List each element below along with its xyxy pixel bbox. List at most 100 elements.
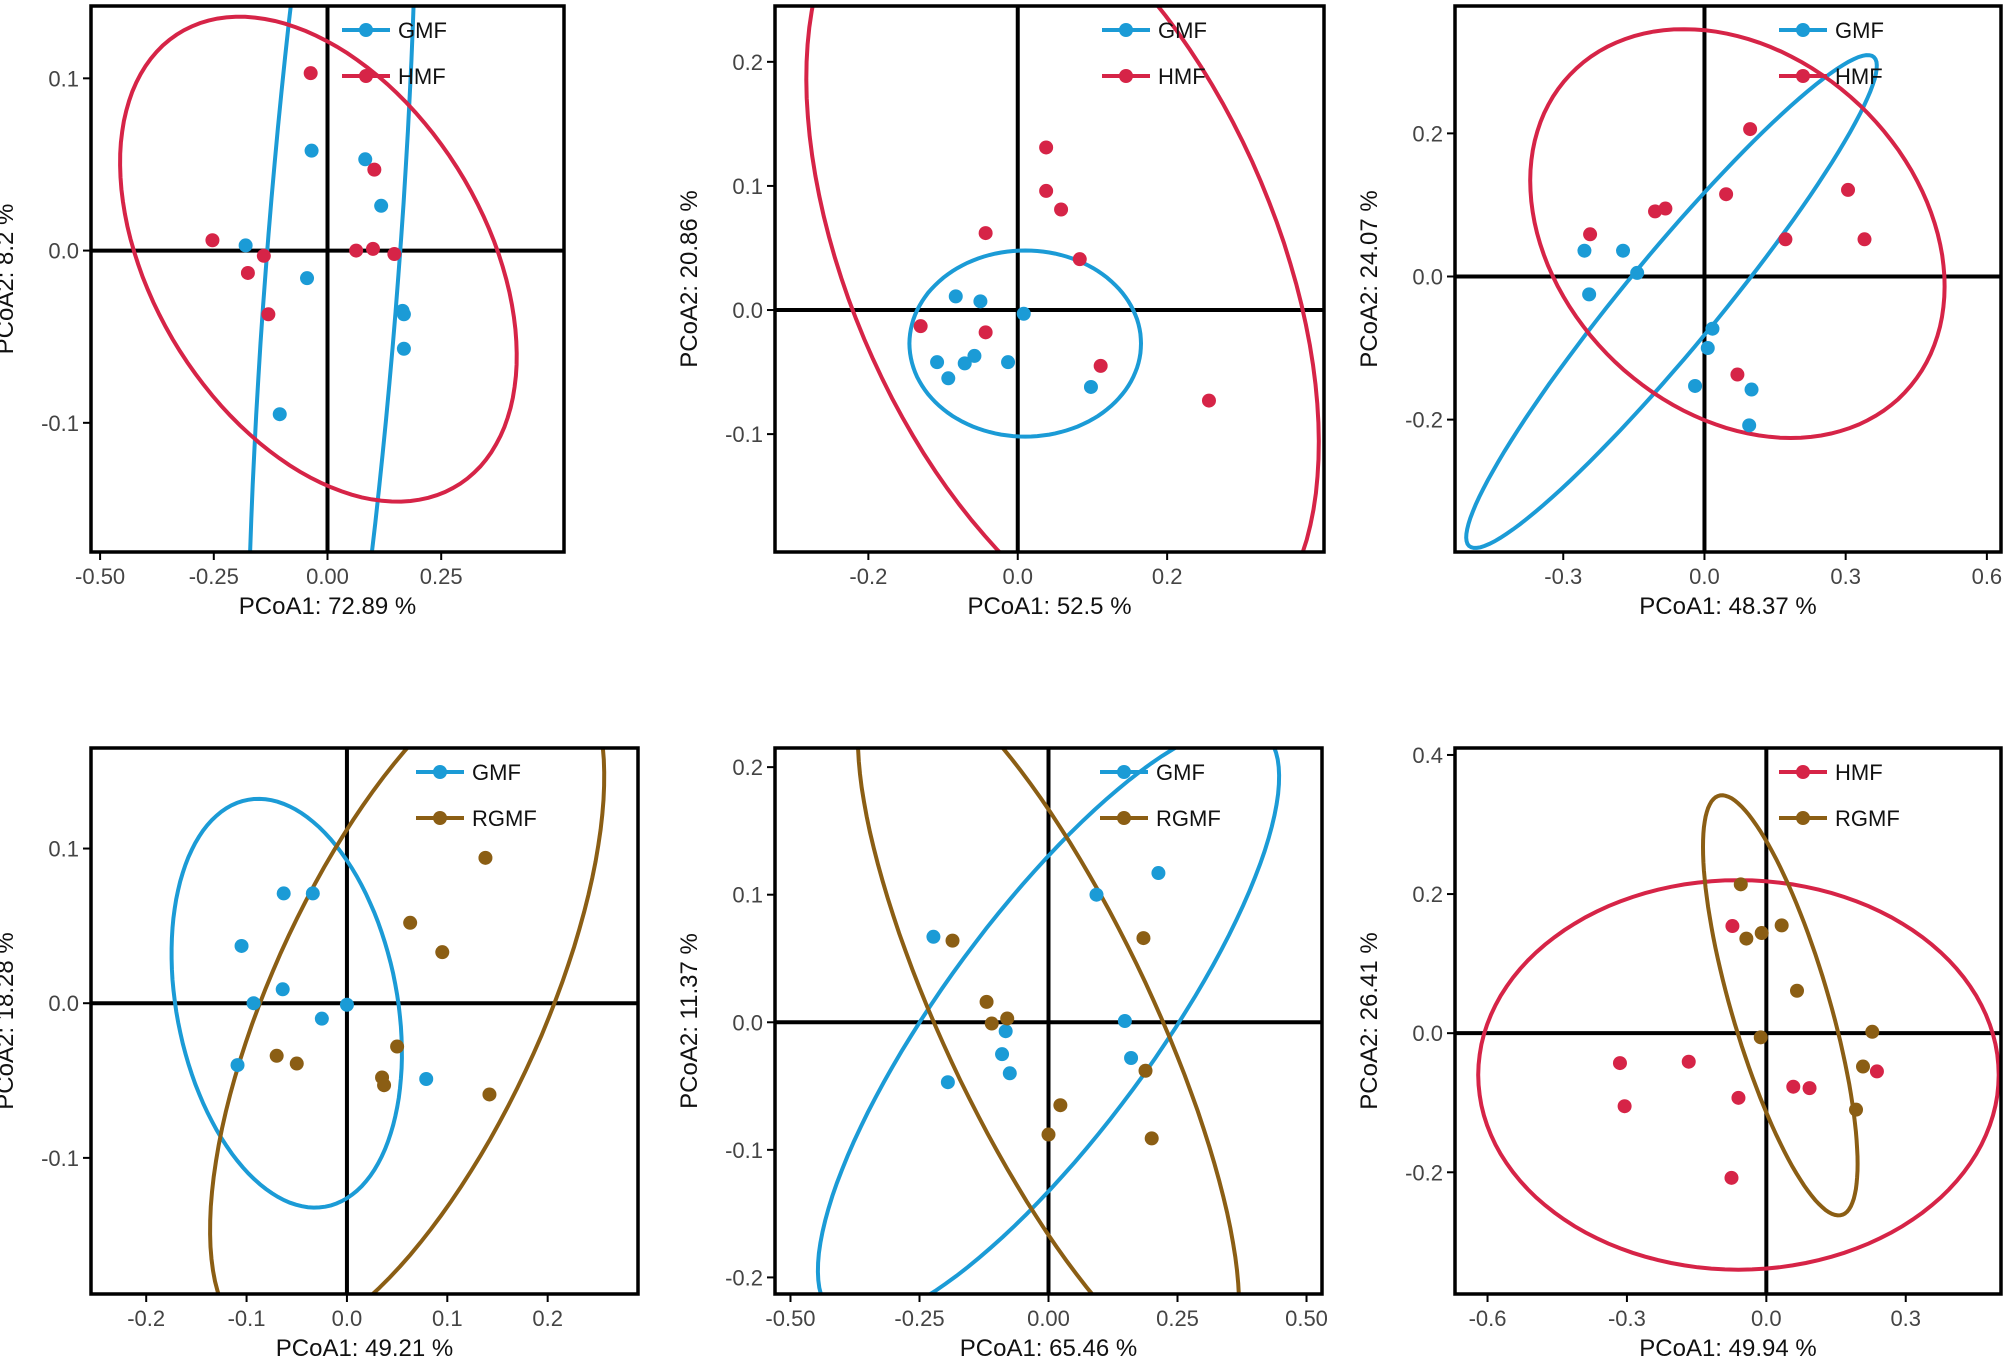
ellipse-rgmf [208,748,607,1294]
point-gmf [1630,265,1645,280]
point-rgmf [390,1039,405,1054]
x-axis-label: PCoA1: 65.46 % [960,1335,1137,1362]
y-tick-label: 0.1 [48,66,79,91]
plot-area [1455,748,2001,1294]
plot-area [91,6,564,552]
point-gmf [1688,378,1703,393]
x-tick-label: 0.6 [1972,564,2003,589]
x-tick-label: 0.00 [1027,1306,1070,1331]
plot-frame [1453,746,2003,1296]
point-gmf [1616,243,1631,258]
legend-label-gmf: GMF [398,18,447,43]
point-rgmf [945,933,960,948]
y-tick-label: 0.0 [1412,1021,1443,1046]
y-tick-label: -0.2 [1405,408,1443,433]
point-gmf [314,1011,329,1026]
point-rgmf [1855,1059,1870,1074]
point-rgmf [1144,1131,1159,1146]
point-rgmf [478,850,493,865]
point-hmf [1743,122,1758,137]
point-gmf [396,341,411,356]
x-tick-label: -0.25 [894,1306,944,1331]
x-tick-label: -0.50 [765,1306,815,1331]
x-tick-label: -0.3 [1544,564,1582,589]
point-hmf [349,243,364,258]
point-gmf [1151,866,1166,881]
point-rgmf [979,994,994,1009]
point-hmf [367,162,382,177]
point-rgmf [403,915,418,930]
y-tick-label: 0.1 [732,174,763,199]
point-rgmf [482,1087,497,1102]
point-rgmf [1754,926,1769,941]
ellipse-hmf [804,6,1321,552]
ellipse-gmf [248,6,416,552]
x-axis-label: PCoA1: 72.89 % [239,593,416,620]
point-hmf [1583,227,1598,242]
point-hmf [1039,140,1054,155]
point-hmf [240,265,255,280]
y-axis-label: PCoA2: 24.07 % [1356,190,1383,367]
legend-marker-hmf [1119,69,1133,83]
point-gmf [941,371,956,386]
point-gmf [995,1047,1010,1062]
legend-marker-gmf [1117,765,1131,779]
x-tick-label: 0.25 [420,564,463,589]
point-gmf [304,143,319,158]
point-gmf [272,407,287,422]
x-axis-label: PCoA1: 49.94 % [1639,1335,1816,1362]
point-hmf [1778,232,1793,247]
point-hmf [1072,252,1087,267]
legend-label-hmf: HMF [1835,760,1883,785]
y-tick-label: -0.1 [41,1146,79,1171]
x-tick-label: -0.25 [189,564,239,589]
point-hmf [365,241,380,256]
y-tick-label: 0.4 [1412,743,1443,768]
point-gmf [234,938,249,953]
y-tick-label: -0.1 [725,1138,763,1163]
point-hmf [256,248,271,263]
x-tick-label: 0.3 [1890,1306,1921,1331]
point-rgmf [377,1078,392,1093]
x-axis-label: PCoA1: 48.37 % [1639,593,1816,620]
point-hmf [1681,1054,1696,1069]
point-rgmf [289,1056,304,1071]
x-axis-label: PCoA1: 49.21 % [276,1335,453,1362]
x-tick-label: 0.3 [1830,564,1861,589]
point-gmf [957,356,972,371]
y-tick-label: 0.0 [48,239,79,264]
x-tick-label: 0.2 [1152,564,1183,589]
legend-label-gmf: GMF [1158,18,1207,43]
point-hmf [1719,187,1734,202]
point-gmf [998,1024,1013,1039]
point-gmf [1002,1066,1017,1081]
y-axis-label: PCoA2: 18.28 % [0,932,19,1109]
y-tick-label: -0.2 [1405,1160,1443,1185]
legend-label-rgmf: RGMF [1156,806,1221,831]
legend-marker-gmf [1119,23,1133,37]
legend-marker-gmf [359,23,373,37]
chart-panel-2: -0.2 0.0 0.2 -0.1 0.0 0.1 0.2 PCoA1: 52.5 % PCoA… [676,4,1326,620]
ellipse-rgmf [856,748,1241,1294]
y-axis-label: PCoA2: 26.41 % [1356,932,1383,1109]
point-gmf [246,996,261,1011]
plot-frame [1453,4,2003,554]
y-axis-label: PCoA2: 11.37 % [676,933,703,1109]
chart-panel-1: -0.50 -0.25 0.00 0.25 -0.1 0.0 0.1 PCoA1: 72.89… [0,4,566,620]
ellipse-hmf [1476,878,2001,1272]
y-tick-label: 0.0 [732,1010,763,1035]
point-hmf [1724,1170,1739,1185]
plot-frame [89,746,640,1296]
point-hmf [1786,1079,1801,1094]
point-gmf [1016,306,1031,321]
point-gmf [358,152,373,167]
x-tick-label: 0.0 [1751,1306,1782,1331]
y-tick-label: 0.1 [48,837,79,862]
x-tick-label: -0.50 [75,564,125,589]
point-gmf [1124,1050,1139,1065]
point-rgmf [1774,918,1789,933]
y-tick-label: -0.1 [41,411,79,436]
point-rgmf [1053,1098,1068,1113]
point-hmf [1857,232,1872,247]
